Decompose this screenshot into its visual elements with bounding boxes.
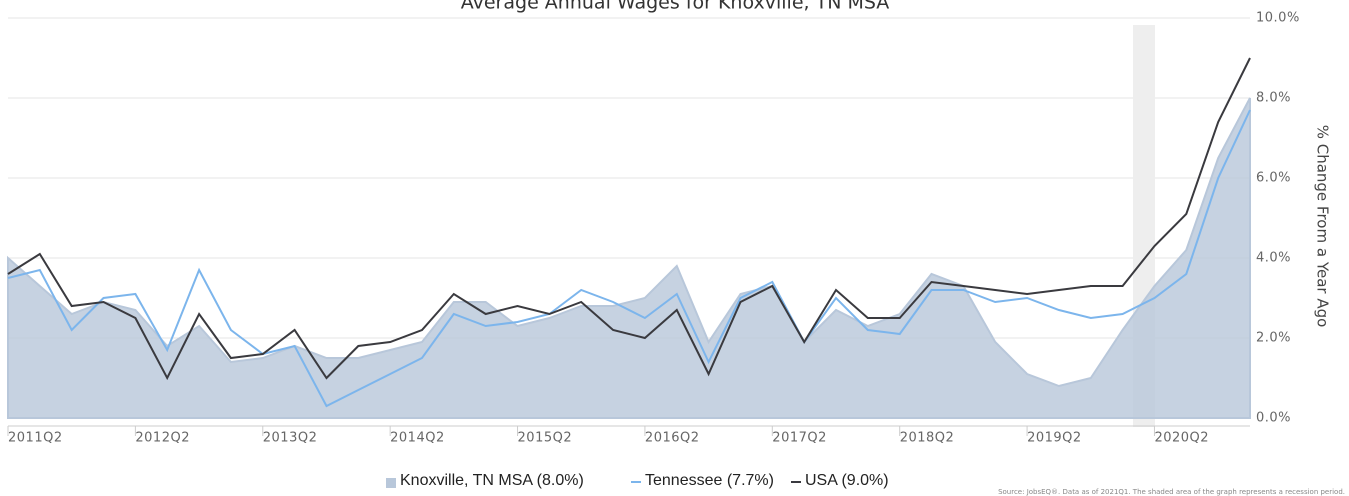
y-tick-label: 10.0%	[1256, 11, 1300, 26]
x-tick-label: 2017Q2	[772, 431, 827, 446]
x-tick-label: 2013Q2	[263, 431, 318, 446]
y-tick-label: 6.0%	[1256, 171, 1291, 186]
y-tick-label: 0.0%	[1256, 411, 1291, 426]
source-note: Source: JobsEQ®. Data as of 2021Q1. The …	[998, 488, 1345, 496]
area	[7, 97, 1251, 419]
chart-title: Average Annual Wages for Knoxville, TN M…	[461, 0, 890, 14]
x-tick-label: 2014Q2	[390, 431, 445, 446]
y-tick-label: 4.0%	[1256, 251, 1291, 266]
y-tick-label: 2.0%	[1256, 331, 1291, 346]
legend-label: Knoxville, TN MSA (8.0%)	[400, 472, 584, 489]
legend-label: USA (9.0%)	[805, 472, 889, 489]
x-tick-label: 2012Q2	[135, 431, 190, 446]
y-tick-label: 8.0%	[1256, 91, 1291, 106]
line	[7, 57, 1251, 381]
x-tick-label: 2018Q2	[900, 431, 955, 446]
legend: Knoxville, TN MSA (8.0%) Tennessee (7.7%)…	[386, 472, 889, 489]
legend-swatch	[386, 478, 396, 488]
x-tick-label: 2016Q2	[645, 431, 700, 446]
legend-label: Tennessee (7.7%)	[645, 472, 774, 489]
x-tick-label: 2015Q2	[518, 431, 573, 446]
y-axis-title: % Change From a Year Ago	[1314, 125, 1332, 328]
line	[7, 109, 1251, 408]
x-tick-label: 2019Q2	[1027, 431, 1082, 446]
x-tick-label: 2020Q2	[1154, 431, 1209, 446]
x-tick-label: 2011Q2	[8, 431, 63, 446]
